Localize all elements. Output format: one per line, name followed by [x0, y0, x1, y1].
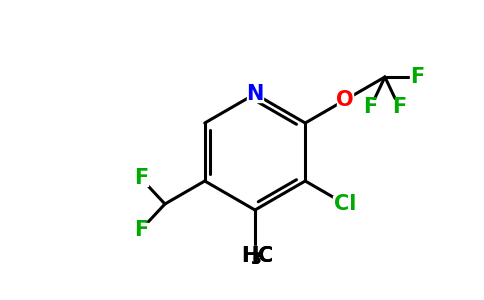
Text: Cl: Cl — [334, 194, 356, 214]
Bar — [337, 92, 353, 108]
Text: H: H — [241, 246, 258, 266]
Text: F: F — [363, 98, 378, 117]
Text: 3: 3 — [251, 253, 262, 268]
Text: F: F — [134, 220, 148, 239]
Bar — [363, 100, 378, 114]
Text: C: C — [258, 246, 273, 266]
Bar — [134, 223, 148, 236]
Text: C: C — [258, 246, 273, 266]
Bar — [239, 246, 275, 266]
Bar — [247, 86, 263, 102]
Text: O: O — [336, 90, 354, 110]
Bar — [393, 100, 406, 114]
Text: F: F — [392, 98, 407, 117]
Text: H: H — [241, 246, 258, 266]
Text: F: F — [410, 67, 424, 87]
Bar — [410, 70, 424, 84]
Bar — [333, 196, 357, 212]
Text: F: F — [134, 169, 148, 188]
Text: 3: 3 — [251, 253, 262, 268]
Bar — [134, 172, 148, 185]
Text: N: N — [246, 84, 264, 104]
